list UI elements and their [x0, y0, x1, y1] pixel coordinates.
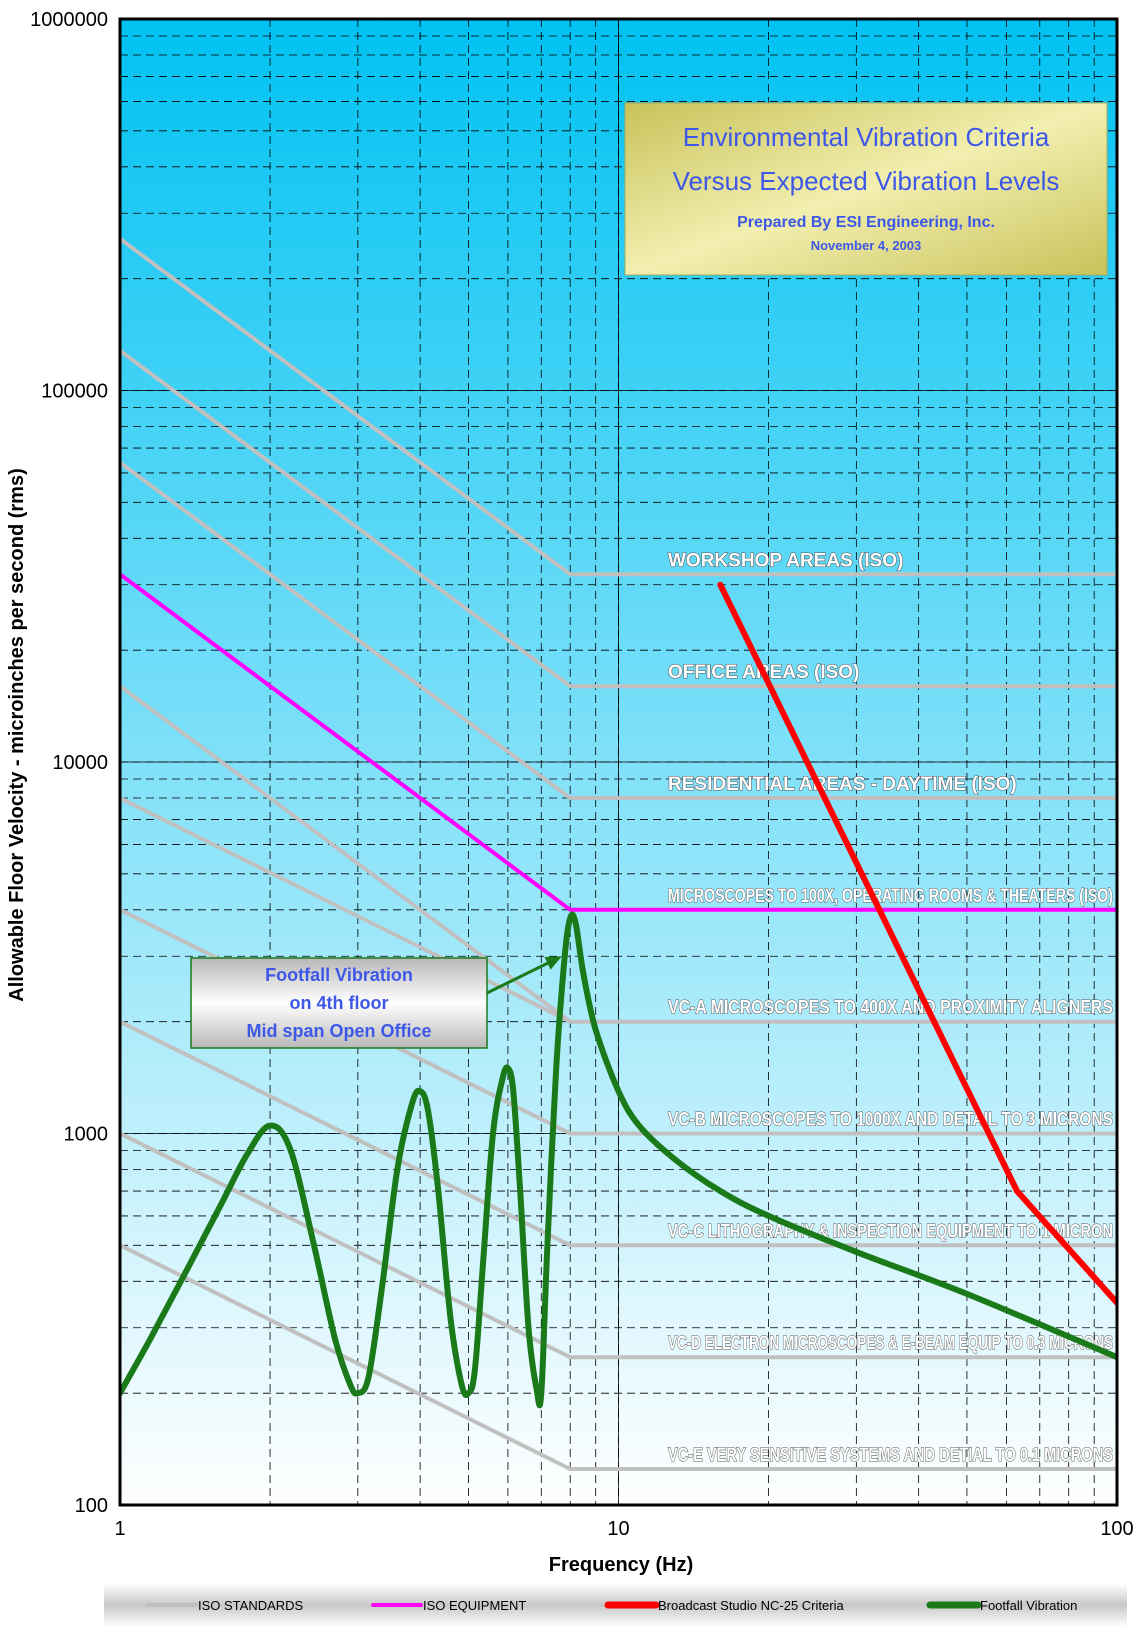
broadcast-studio-nc25-line — [717, 581, 1117, 1306]
criteria-line — [120, 684, 572, 1024]
x-tick-label: 100 — [1100, 1518, 1133, 1540]
legend-item: Footfall Vibration — [926, 1598, 1077, 1613]
criteria-line — [120, 349, 1117, 689]
footfall-callout: Footfall Vibration on 4th floor Mid span… — [190, 956, 562, 1049]
y-tick-label: 1000 — [64, 1124, 109, 1146]
y-tick-label: 10000 — [52, 752, 108, 774]
title-box: Environmental Vibration Criteria Versus … — [624, 102, 1108, 276]
legend-label: ISO EQUIPMENT — [423, 1598, 526, 1613]
criteria-label: VC-C LITHOGRAPHY & INSPECTION EQUIPMENT … — [668, 1221, 1113, 1242]
y-axis-title: Allowable Floor Velocity - microinches p… — [6, 468, 28, 1001]
callout-arrow — [486, 961, 550, 995]
criteria-line — [120, 1131, 1117, 1360]
criteria-label: VC-E VERY SENSITIVE SYSTEMS AND DETIAL T… — [668, 1445, 1113, 1466]
criteria-line — [120, 572, 1117, 912]
prepared-by: Prepared By ESI Engineering, Inc. — [737, 214, 995, 231]
legend-item: ISO STANDARDS — [146, 1598, 304, 1613]
chart-subtitle: Versus Expected Vibration Levels — [673, 166, 1060, 196]
callout-line-3: Mid span Open Office — [246, 1021, 431, 1041]
legend: ISO STANDARDS ISO EQUIPMENT Broadcast Stud… — [104, 1583, 1127, 1627]
x-tick-label: 1 — [114, 1518, 125, 1540]
chart-title: Environmental Vibration Criteria — [683, 122, 1050, 152]
legend-label: ISO STANDARDS — [198, 1598, 304, 1613]
criteria-line — [120, 237, 1117, 577]
footfall-vibration-line — [120, 911, 1117, 1409]
criteria-label: MICROSCOPES TO 100X, OPERATING ROOMS & T… — [668, 886, 1113, 907]
callout-line-2: on 4th floor — [290, 993, 389, 1013]
criteria-line — [120, 460, 1117, 800]
y-tick-label: 1000000 — [30, 9, 108, 31]
x-axis-title: Frequency (Hz) — [549, 1554, 693, 1576]
criteria-label: VC-B MICROSCOPES TO 1000X AND DETAIL TO … — [668, 1110, 1113, 1131]
legend-label: Footfall Vibration — [980, 1598, 1077, 1613]
criteria-label: RESIDENTIAL AREAS - DAYTIME (ISO) — [668, 774, 1017, 795]
y-tick-label: 100000 — [41, 381, 108, 403]
callout-arrowhead — [544, 956, 562, 970]
legend-item: ISO EQUIPMENT — [371, 1598, 526, 1613]
legend-item: Broadcast Studio NC-25 Criteria — [604, 1598, 844, 1613]
criteria-label: VC-A MICROSCOPES TO 400X AND PROXIMITY A… — [668, 998, 1113, 1019]
legend-label: Broadcast Studio NC-25 Criteria — [658, 1598, 844, 1613]
criteria-line — [120, 1019, 1117, 1248]
plot-frame — [118, 17, 1119, 1507]
callout-line-1: Footfall Vibration — [265, 965, 413, 985]
chart-date: November 4, 2003 — [811, 238, 922, 253]
grid-lines — [120, 19, 1117, 1505]
y-tick-label: 100 — [75, 1495, 108, 1517]
criteria-label: VC-D ELECTRON MICROSCOPES & E-BEAM EQUIP… — [668, 1333, 1113, 1354]
tick-labels: 1 10 100 100 1000 10000 100000 1000000 — [30, 9, 1134, 1540]
criteria-line — [120, 1243, 1117, 1471]
x-tick-label: 10 — [607, 1518, 629, 1540]
criteria-label: WORKSHOP AREAS (ISO) — [668, 550, 903, 571]
